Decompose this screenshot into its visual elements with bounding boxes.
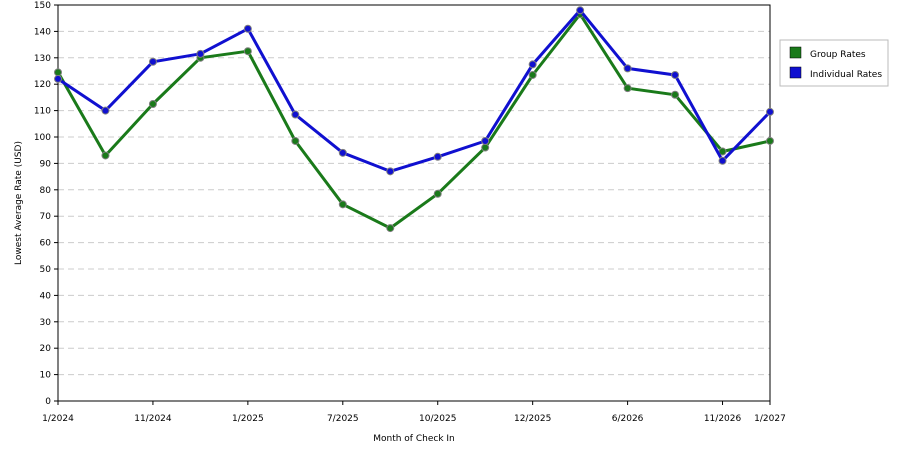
data-point-group-rates — [528, 70, 537, 79]
y-tick-label: 30 — [40, 318, 52, 328]
x-tick-label: 11/2026 — [704, 414, 742, 424]
y-tick-label: 90 — [40, 159, 52, 169]
data-point-individual-rates — [243, 24, 252, 33]
plot-area — [57, 4, 771, 402]
x-tick-label: 1/2027 — [754, 414, 786, 424]
data-point-individual-rates — [623, 64, 632, 73]
data-point-individual-rates — [148, 57, 157, 66]
data-point-individual-rates — [101, 106, 110, 115]
data-point-group-rates — [433, 189, 442, 198]
grid — [58, 30, 770, 376]
legend-swatch-individual-rates — [789, 66, 802, 79]
y-tick-label: 150 — [34, 1, 51, 11]
data-point-individual-rates — [718, 156, 727, 165]
y-tick-label: 10 — [40, 371, 52, 381]
data-point-individual-rates — [671, 70, 680, 79]
data-point-individual-rates — [196, 49, 205, 58]
data-point-group-rates — [671, 90, 680, 99]
series-line-individual-rates — [57, 8, 772, 173]
data-point-individual-rates — [54, 74, 62, 83]
data-point-individual-rates — [576, 6, 585, 15]
y-tick-label: 50 — [40, 265, 52, 275]
y-tick-label: 20 — [40, 344, 52, 354]
x-tick-label: 10/2025 — [419, 414, 456, 424]
data-point-individual-rates — [481, 136, 490, 145]
data-point-group-rates — [338, 200, 347, 209]
y-tick-label: 60 — [40, 239, 52, 249]
y-tick-label: 140 — [34, 27, 51, 37]
y-axis: 0 10 20 30 40 50 60 70 80 90 100 110 120 130 140 150 — [34, 1, 58, 407]
legend-label-group-rates: Group Rates — [810, 50, 866, 60]
data-point-group-rates — [291, 136, 300, 145]
data-point-individual-rates — [386, 167, 395, 176]
data-point-group-rates — [766, 136, 774, 145]
data-point-group-rates — [101, 151, 110, 160]
data-point-individual-rates — [433, 152, 442, 161]
data-point-individual-rates — [291, 110, 300, 119]
data-point-group-rates — [386, 224, 395, 233]
series-group — [54, 6, 774, 233]
x-tick-label: 12/2025 — [514, 414, 551, 424]
data-point-group-rates — [243, 47, 252, 56]
x-tick-label: 6/2026 — [612, 414, 644, 424]
y-tick-label: 120 — [34, 80, 51, 90]
y-tick-label: 80 — [40, 186, 52, 196]
y-tick-label: 110 — [34, 107, 51, 117]
y-tick-label: 0 — [45, 397, 51, 407]
x-tick-label: 7/2025 — [327, 414, 359, 424]
data-point-group-rates — [481, 143, 490, 152]
x-tick-label: 11/2024 — [134, 414, 172, 424]
y-tick-label: 100 — [34, 133, 51, 143]
x-tick-label: 1/2024 — [42, 414, 74, 424]
legend-swatch-group-rates — [789, 46, 802, 59]
legend-label-individual-rates: Individual Rates — [810, 70, 882, 80]
x-axis: 1/2024 11/2024 1/2025 7/2025 10/2025 12/2025 6… — [42, 401, 786, 424]
x-axis-title: Month of Check In — [373, 434, 455, 444]
series-line-group-rates — [56, 12, 771, 230]
data-point-individual-rates — [338, 148, 347, 157]
data-point-individual-rates — [766, 107, 774, 116]
data-point-group-rates — [54, 68, 62, 77]
data-point-individual-rates — [528, 60, 537, 69]
y-tick-label: 130 — [34, 54, 51, 64]
y-tick-label: 70 — [40, 212, 52, 222]
data-point-group-rates — [623, 84, 632, 93]
x-tick-label: 1/2025 — [232, 414, 264, 424]
y-tick-label: 40 — [40, 291, 52, 301]
legend: Group Rates Individual Rates — [779, 39, 889, 87]
data-point-group-rates — [148, 100, 157, 108]
y-axis-title: Lowest Average Rate (USD) — [14, 141, 24, 265]
